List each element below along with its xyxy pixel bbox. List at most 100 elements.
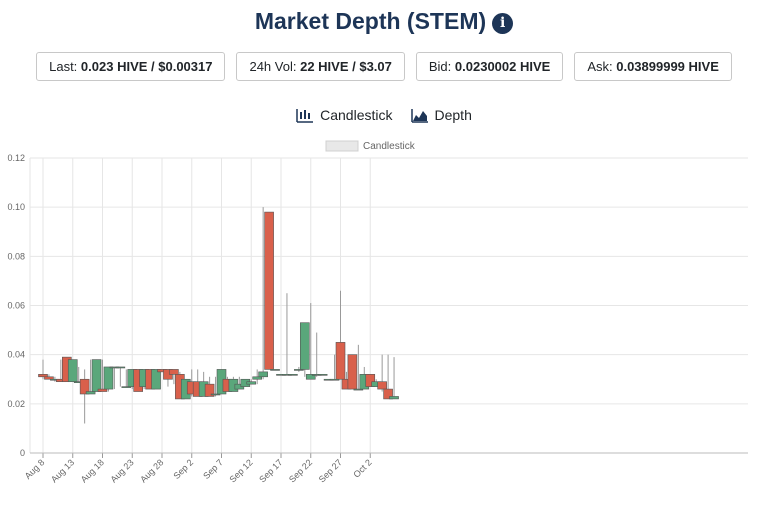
- last-label: Last:: [49, 59, 78, 74]
- x-tick-label: Oct 2: [351, 457, 373, 479]
- y-tick-label: 0.10: [7, 202, 25, 212]
- last-value: 0.023 HIVE / $0.00317: [80, 59, 213, 74]
- candle-body-up: [353, 388, 364, 391]
- candle-body-up: [317, 374, 328, 376]
- candle[interactable]: [258, 207, 268, 380]
- page-title: Market Depth (STEM): [254, 8, 487, 34]
- candle-body-up: [103, 366, 114, 390]
- candle[interactable]: [264, 211, 274, 370]
- x-tick-label: Sep 2: [171, 457, 195, 481]
- x-tick-label: Sep 27: [317, 457, 344, 484]
- candle[interactable]: [246, 379, 257, 385]
- candle-body-down: [169, 369, 179, 375]
- y-tick-label: 0.08: [7, 251, 25, 261]
- chart-grid: [30, 157, 748, 454]
- x-tick-label: Aug 23: [108, 457, 135, 484]
- candle-body-down: [264, 211, 274, 370]
- candle[interactable]: [389, 357, 399, 400]
- candlestick-icon: [296, 109, 314, 123]
- candle[interactable]: [270, 369, 280, 371]
- candle[interactable]: [67, 359, 78, 383]
- candle-body-up: [305, 374, 316, 380]
- x-tick-label: Sep 17: [257, 457, 284, 484]
- ask-value: 0.03899999 HIVE: [616, 59, 719, 74]
- candlestick-chart: Candlestick 0 0.02 0.04 0.06 0.08 0.10 0.12 Au…: [7, 140, 748, 485]
- chart-type-tabs: Candlestick Depth: [0, 107, 768, 123]
- candle-body-up: [288, 374, 298, 376]
- tab-depth-label: Depth: [434, 107, 472, 123]
- candle[interactable]: [169, 369, 179, 385]
- ask-badge: Ask: 0.03899999 HIVE: [574, 52, 732, 81]
- ask-label: Ask:: [587, 59, 613, 74]
- info-icon[interactable]: i: [492, 13, 514, 34]
- candle[interactable]: [103, 366, 114, 392]
- volume-value: 22 HIVE / $3.07: [300, 59, 392, 74]
- volume-badge: 24h Vol: 22 HIVE / $3.07: [236, 52, 405, 81]
- area-chart-icon: [410, 109, 428, 123]
- candle[interactable]: [317, 374, 328, 376]
- y-tick-label: 0.04: [7, 350, 25, 360]
- candle-body-down: [377, 381, 387, 390]
- candle[interactable]: [299, 322, 310, 377]
- tab-depth[interactable]: Depth: [410, 107, 472, 123]
- candle-body-up: [151, 369, 161, 390]
- y-tick-label: 0: [20, 448, 25, 458]
- candle[interactable]: [347, 354, 358, 390]
- candle[interactable]: [79, 369, 90, 424]
- page-title-row: Market Depth (STEM) i: [0, 8, 768, 35]
- candle[interactable]: [151, 369, 161, 390]
- candle[interactable]: [365, 374, 376, 387]
- stats-bar: Last: 0.023 HIVE / $0.00317 24h Vol: 22 …: [0, 52, 768, 81]
- candle[interactable]: [335, 290, 346, 380]
- x-tick-label: Sep 7: [201, 457, 225, 481]
- candle-body-up: [258, 371, 268, 378]
- candle[interactable]: [329, 354, 340, 381]
- candle[interactable]: [121, 369, 132, 388]
- candle[interactable]: [38, 359, 48, 380]
- candle[interactable]: [377, 354, 387, 392]
- y-tick-label: 0.06: [7, 301, 25, 311]
- candle-body-down: [38, 374, 48, 378]
- candle[interactable]: [85, 359, 96, 395]
- x-tick-label: Sep 12: [227, 457, 254, 484]
- chart-legend[interactable]: Candlestick: [325, 140, 416, 152]
- candle[interactable]: [115, 366, 126, 387]
- candle[interactable]: [91, 359, 102, 392]
- tab-candlestick-label: Candlestick: [320, 107, 393, 123]
- candle[interactable]: [353, 344, 364, 391]
- bid-value: 0.0230002 HIVE: [454, 59, 551, 74]
- candle-body-up: [252, 376, 262, 380]
- candle-body-down: [335, 342, 346, 380]
- candles: [38, 207, 399, 424]
- candle-body-down: [365, 374, 376, 387]
- candle[interactable]: [97, 359, 108, 392]
- candle-body-up: [294, 369, 304, 371]
- candle-body-up: [85, 391, 96, 395]
- candle[interactable]: [210, 376, 221, 397]
- candle-body-up: [299, 322, 310, 370]
- tab-candlestick[interactable]: Candlestick: [296, 107, 393, 123]
- candle[interactable]: [252, 369, 262, 385]
- candle-body-down: [347, 354, 358, 390]
- candle[interactable]: [44, 374, 54, 380]
- candle-body-up: [389, 396, 399, 400]
- candle-body-up: [121, 386, 132, 388]
- candle[interactable]: [305, 303, 316, 380]
- candle-body-up: [91, 359, 102, 392]
- candle-body-down: [79, 378, 90, 395]
- legend-swatch: [325, 140, 359, 152]
- x-tick-label: Aug 28: [138, 457, 165, 484]
- candle-body-up: [329, 378, 340, 381]
- legend-label: Candlestick: [363, 141, 416, 152]
- candle-body-up: [210, 393, 221, 396]
- last-price-badge: Last: 0.023 HIVE / $0.00317: [36, 52, 226, 81]
- bid-badge: Bid: 0.0230002 HIVE: [415, 52, 564, 81]
- bid-label: Bid:: [428, 59, 452, 74]
- candle[interactable]: [288, 374, 298, 376]
- candle[interactable]: [204, 376, 215, 397]
- candle[interactable]: [294, 366, 304, 372]
- volume-label: 24h Vol:: [249, 59, 297, 74]
- y-tick-label: 0.12: [7, 153, 25, 163]
- candle[interactable]: [383, 354, 393, 400]
